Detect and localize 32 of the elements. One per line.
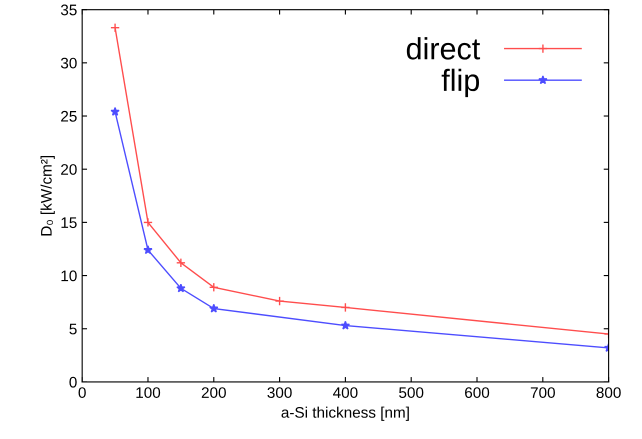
y-tick-label: 20: [61, 164, 77, 175]
point: [110, 22, 120, 33]
y-tick-label: 10: [61, 270, 77, 282]
x-axis-title: a-Si thickness [nm]: [282, 406, 409, 421]
y-tick-label: 5: [69, 324, 77, 334]
x-tick-label: 0: [78, 387, 86, 398]
legend-label: flip: [442, 68, 480, 98]
point: [110, 106, 120, 116]
x-tick-label: 100: [136, 387, 160, 398]
x-tick-label: 700: [530, 387, 555, 398]
point: [176, 258, 186, 268]
x-tick-label: 800: [596, 387, 621, 398]
x-tick-label: 400: [333, 387, 358, 398]
x-tick-label: 600: [465, 387, 490, 398]
legend-label: direct: [406, 37, 480, 60]
point: [143, 218, 153, 228]
x-tick-label: 300: [267, 387, 292, 398]
y-tick-label: 25: [61, 110, 77, 122]
y-tick-label: 35: [60, 4, 77, 16]
y-axis-title: D₀ [kW/cm²]: [40, 156, 55, 236]
y-tick-label: 30: [60, 58, 77, 69]
point: [340, 302, 350, 312]
y-tick-label: 0: [69, 376, 77, 388]
point: [176, 283, 186, 292]
point: [340, 320, 350, 330]
y-tick-label: 15: [61, 217, 77, 228]
x-tick-label: 500: [399, 387, 424, 398]
point: [274, 296, 284, 306]
point: [208, 282, 219, 292]
point: [209, 304, 218, 313]
point: [143, 245, 153, 254]
x-tick-label: 200: [202, 387, 226, 398]
